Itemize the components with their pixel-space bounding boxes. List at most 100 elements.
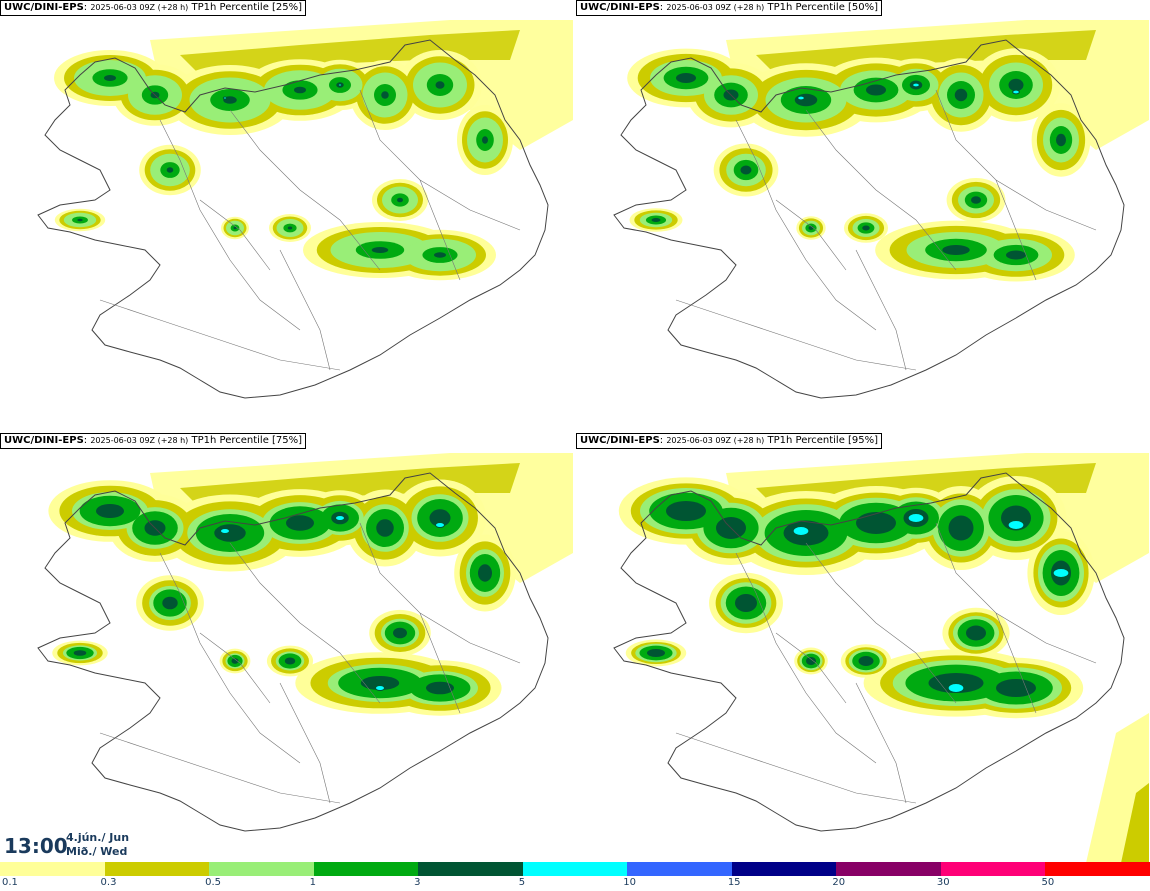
precip-area	[1008, 78, 1024, 92]
coastline	[613, 472, 1125, 832]
precip-area	[794, 93, 818, 107]
legend-tick-label: 5	[518, 877, 526, 888]
precip-area	[797, 95, 805, 101]
region-border	[855, 682, 907, 804]
legend-tick-label: 0.3	[100, 877, 117, 888]
precip-area	[376, 519, 394, 537]
precip-area	[231, 658, 239, 664]
legend-swatch	[940, 862, 1046, 876]
coastline	[37, 472, 549, 832]
run-info: 2025-06-03 09Z (+28 h)	[666, 3, 765, 12]
legend-tick-label: 20	[832, 877, 846, 888]
precip-area	[426, 681, 454, 695]
legend-tick-label: 3	[414, 877, 421, 888]
precip-area	[286, 515, 314, 531]
region-border	[229, 109, 381, 271]
region-border	[735, 119, 877, 331]
precip-area	[478, 564, 492, 582]
precip-map	[613, 453, 1149, 863]
legend-tick-label: 50	[1041, 877, 1055, 888]
precip-area	[96, 504, 124, 518]
precip-area	[434, 252, 446, 258]
precip-area	[393, 627, 407, 639]
region-border	[199, 632, 271, 704]
color-legend: 0.1 0.3 0.5 1 3 5 10 15 20 30 50	[0, 862, 1150, 891]
model-name: UWC/DINI-EPS	[4, 2, 84, 13]
model-name: UWC/DINI-EPS	[580, 435, 660, 446]
legend-swatch	[104, 862, 210, 876]
precip-map	[37, 20, 573, 399]
legend-swatch	[731, 862, 837, 876]
precip-area	[666, 501, 706, 521]
precip-area	[676, 73, 696, 83]
legend-tick-label: 30	[936, 877, 950, 888]
precip-area	[756, 30, 1096, 75]
valid-time-box: 13:00 4.jún./ Jun Mið./ Wed	[0, 826, 131, 862]
region-border	[419, 612, 461, 714]
region-border	[775, 199, 847, 271]
map-panel-p75: UWC/DINI-EPS: 2025-06-03 09Z (+28 h) TP1…	[0, 433, 573, 863]
precip-area	[1012, 89, 1020, 95]
run-info: 2025-06-03 09Z (+28 h)	[90, 3, 189, 12]
precip-area	[360, 676, 400, 690]
legend-swatch	[836, 862, 941, 876]
precip-area	[948, 515, 974, 541]
region-border	[159, 119, 301, 331]
precip-area	[647, 649, 665, 657]
legend-swatch	[1045, 862, 1150, 876]
precip-area	[375, 684, 385, 692]
legend-swatch	[0, 862, 105, 876]
panel-title: UWC/DINI-EPS: 2025-06-03 09Z (+28 h) TP1…	[576, 0, 883, 16]
precip-area	[77, 218, 83, 222]
precip-area	[966, 625, 986, 641]
precip-area	[1052, 568, 1070, 578]
precip-area	[651, 218, 661, 222]
run-info: 2025-06-03 09Z (+28 h)	[666, 436, 765, 445]
region-border	[855, 249, 907, 371]
precip-area	[856, 512, 896, 534]
precip-area	[858, 656, 874, 666]
region-border	[419, 179, 461, 281]
precip-area	[294, 86, 306, 94]
legend-swatch	[522, 862, 628, 876]
region-border	[159, 552, 301, 764]
model-name: UWC/DINI-EPS	[580, 2, 660, 13]
region-border	[995, 179, 1037, 281]
precip-area	[928, 673, 984, 693]
region-border	[99, 732, 341, 804]
legend-tick-label: 10	[623, 877, 636, 888]
precip-area	[947, 683, 965, 693]
precip-area	[435, 521, 445, 529]
field-name: TP1h Percentile [95%]	[767, 435, 879, 446]
region-border	[735, 552, 877, 764]
precip-map	[37, 453, 573, 832]
legend-swatch	[313, 862, 419, 876]
precip-area	[162, 596, 178, 610]
precip-area	[284, 657, 296, 665]
region-border	[675, 732, 917, 804]
region-border	[995, 612, 1037, 714]
precip-area	[1121, 783, 1149, 863]
panel-title: UWC/DINI-EPS: 2025-06-03 09Z (+28 h) TP1…	[0, 0, 307, 16]
precip-area	[337, 83, 343, 87]
precip-area	[482, 136, 488, 144]
region-border	[675, 299, 917, 371]
precip-area	[397, 197, 403, 203]
field-name: TP1h Percentile [75%]	[191, 435, 303, 446]
map-panel-p50: UWC/DINI-EPS: 2025-06-03 09Z (+28 h) TP1…	[576, 0, 1149, 430]
region-border	[199, 199, 271, 271]
precip-area	[220, 527, 230, 535]
precip-area	[104, 75, 116, 81]
precip-area	[866, 84, 886, 96]
precip-area	[381, 91, 389, 99]
precip-area	[740, 165, 752, 175]
precip-area	[862, 225, 870, 231]
precip-area	[954, 88, 968, 102]
precip-area	[792, 526, 810, 536]
region-border	[229, 542, 381, 704]
region-border	[775, 632, 847, 704]
precip-area	[996, 679, 1036, 697]
region-border	[279, 249, 331, 371]
model-name: UWC/DINI-EPS	[4, 435, 84, 446]
region-border	[805, 542, 957, 704]
